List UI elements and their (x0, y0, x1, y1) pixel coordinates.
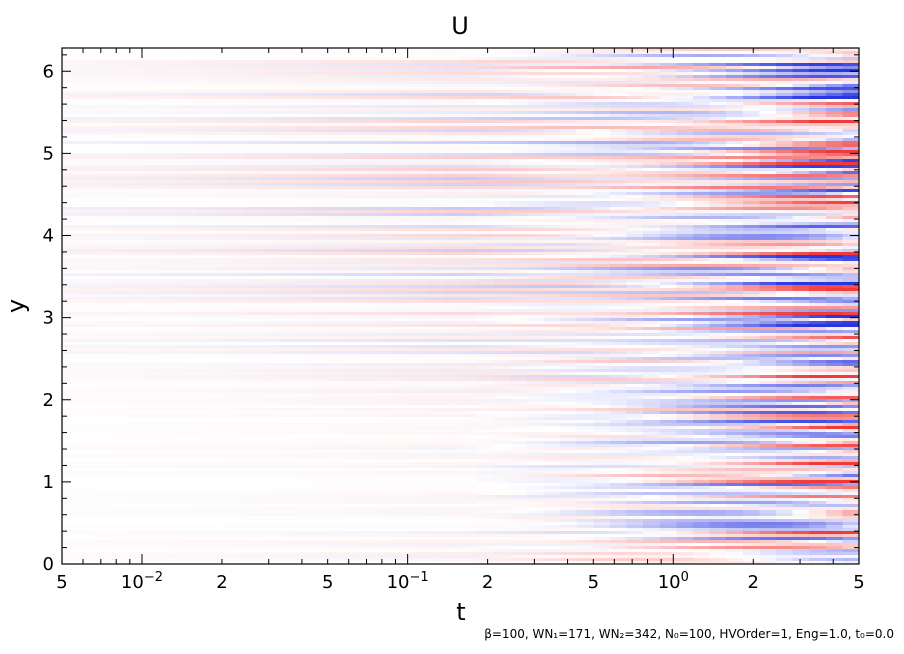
x-tick-label: 10−1 (387, 570, 429, 593)
x-tick-label: 5 (853, 572, 864, 593)
parameter-footnote: β=100, WN₁=171, WN₂=342, N₀=100, HVOrder… (484, 627, 894, 641)
x-tick-label: 2 (482, 572, 493, 593)
x-tick-label: 10−2 (121, 570, 163, 593)
x-tick-label: 2 (216, 572, 227, 593)
x-tick-label: 2 (748, 572, 759, 593)
x-tick-label: 100 (658, 570, 689, 593)
x-tick-label: 5 (588, 572, 599, 593)
x-tick-label: 5 (56, 572, 67, 593)
plot-frame (61, 47, 860, 565)
heatmap-field (62, 48, 859, 564)
y-axis-label: y (2, 299, 30, 313)
y-tick-label: 1 (43, 472, 54, 493)
y-tick-label: 0 (43, 554, 54, 575)
x-tick-label: 5 (322, 572, 333, 593)
y-axis: 0 1 2 3 4 5 6 (43, 54, 859, 575)
chart-title: U (451, 12, 469, 40)
y-tick-label: 2 (43, 390, 54, 411)
x-axis-label: t (456, 598, 465, 626)
y-tick-label: 5 (43, 143, 54, 164)
y-tick-label: 3 (43, 308, 54, 329)
y-tick-label: 4 (43, 226, 54, 247)
y-tick-label: 6 (43, 61, 54, 82)
